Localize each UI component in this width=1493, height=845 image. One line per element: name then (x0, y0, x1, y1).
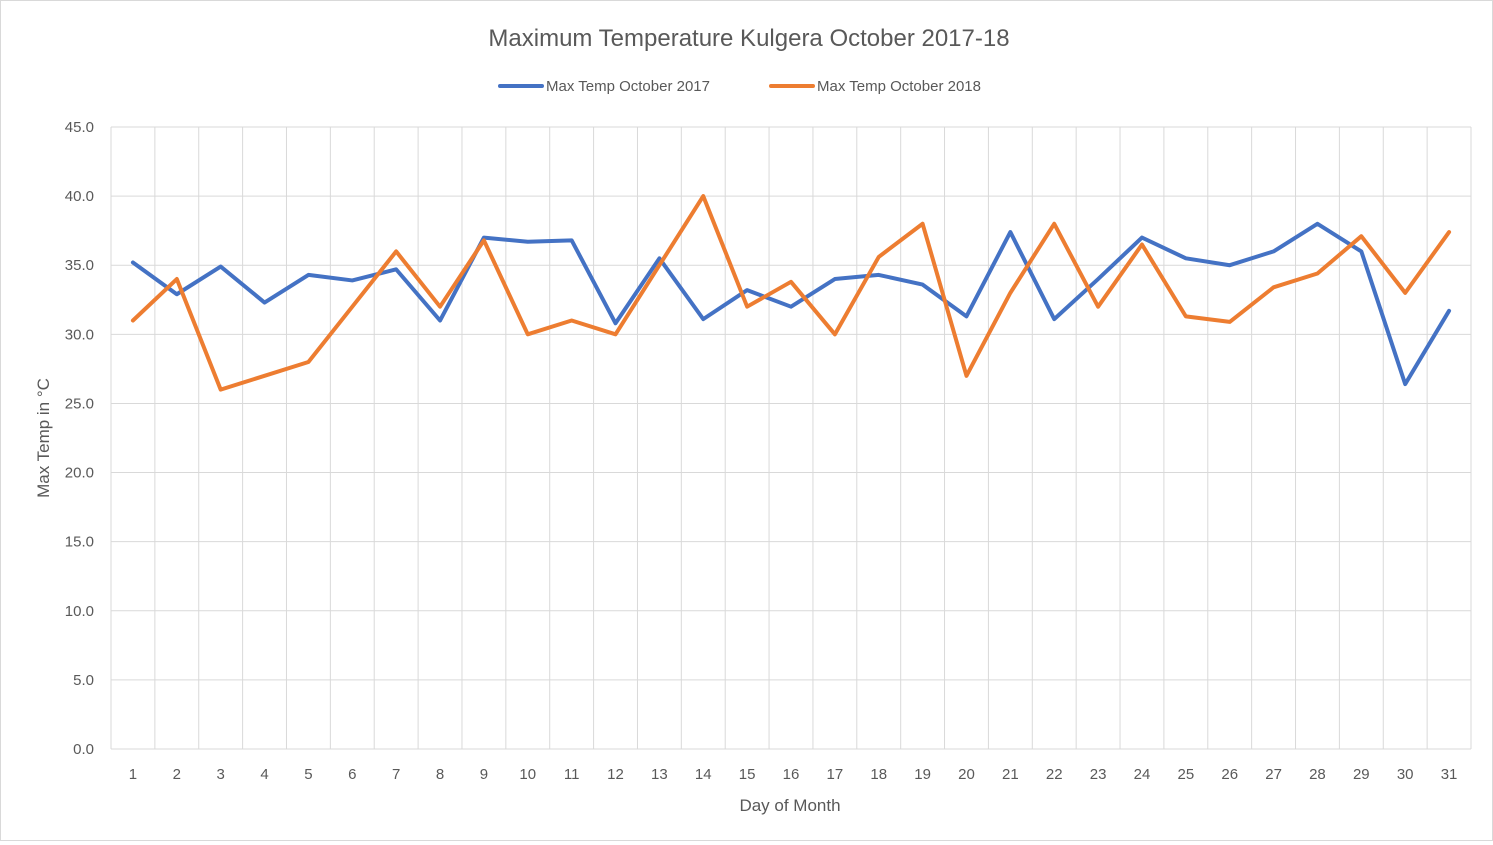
y-tick-label: 25.0 (65, 395, 94, 412)
x-tick-label: 7 (392, 766, 400, 783)
x-tick-label: 10 (519, 766, 536, 783)
x-tick-label: 17 (827, 766, 844, 783)
x-tick-label: 15 (739, 766, 756, 783)
x-tick-label: 28 (1309, 766, 1326, 783)
chart-title: Maximum Temperature Kulgera October 2017… (488, 25, 1009, 52)
x-axis-title: Day of Month (739, 796, 840, 815)
y-tick-label: 5.0 (73, 672, 94, 689)
y-tick-label: 15.0 (65, 534, 94, 551)
x-tick-label: 20 (958, 766, 975, 783)
x-tick-label: 16 (783, 766, 800, 783)
x-tick-label: 5 (304, 766, 312, 783)
y-tick-label: 0.0 (73, 741, 94, 758)
legend-label-1: Max Temp October 2017 (546, 78, 710, 95)
x-tick-label: 25 (1177, 766, 1194, 783)
legend-label-2: Max Temp October 2018 (817, 78, 981, 95)
legend: Max Temp October 2017 Max Temp October 20… (498, 78, 981, 95)
x-tick-label: 26 (1221, 766, 1238, 783)
y-tick-label: 45.0 (65, 119, 94, 136)
series-lines (130, 194, 1452, 392)
y-axis-ticks: 0.0 5.0 10.0 15.0 20.0 25.0 30.0 35.0 40.0 45.0 (65, 119, 94, 758)
x-tick-label: 30 (1397, 766, 1414, 783)
x-tick-label: 14 (695, 766, 712, 783)
x-tick-label: 22 (1046, 766, 1063, 783)
x-axis-ticks: 1 2 3 4 5 6 7 8 9 10 11 12 13 14 15 16 17 18 19 20 21 22 23 24 2… (129, 766, 1458, 783)
y-tick-label: 10.0 (65, 603, 94, 620)
x-tick-label: 6 (348, 766, 356, 783)
y-tick-label: 20.0 (65, 465, 94, 482)
x-tick-label: 24 (1134, 766, 1151, 783)
x-tick-label: 29 (1353, 766, 1370, 783)
x-tick-label: 1 (129, 766, 137, 783)
series-line-1 (130, 221, 1452, 387)
y-tick-label: 40.0 (65, 188, 94, 205)
y-tick-label: 30.0 (65, 326, 94, 343)
x-tick-label: 9 (480, 766, 488, 783)
y-axis-title: Max Temp in °C (34, 378, 53, 498)
x-tick-label: 2 (173, 766, 181, 783)
x-tick-label: 13 (651, 766, 668, 783)
x-tick-label: 21 (1002, 766, 1019, 783)
x-tick-label: 12 (607, 766, 624, 783)
x-tick-label: 19 (914, 766, 931, 783)
x-tick-label: 11 (564, 766, 580, 783)
x-tick-label: 3 (217, 766, 225, 783)
y-tick-label: 35.0 (65, 257, 94, 274)
x-tick-label: 23 (1090, 766, 1107, 783)
gridlines (110, 126, 1472, 750)
x-tick-label: 31 (1441, 766, 1458, 783)
x-tick-label: 27 (1265, 766, 1282, 783)
x-tick-label: 4 (260, 766, 268, 783)
x-tick-label: 8 (436, 766, 444, 783)
series-line-2 (130, 194, 1452, 392)
x-tick-label: 18 (870, 766, 887, 783)
